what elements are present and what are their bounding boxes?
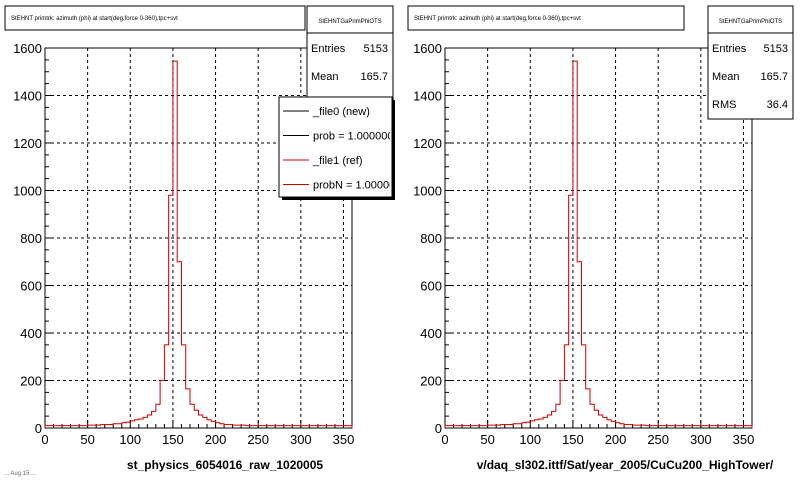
y-tick-label: 0 <box>435 421 442 436</box>
y-tick-label: 200 <box>20 374 42 389</box>
x-tick-label: 200 <box>205 432 227 447</box>
footer-text: ... Aug 15 ... <box>4 471 36 477</box>
y-tick-label: 1600 <box>413 41 442 56</box>
histogram-series-ref <box>444 60 753 428</box>
y-tick-label: 1000 <box>13 184 42 199</box>
x-axis-title: v/daq_sl302.ittf/Sat/year_2005/CuCu200_H… <box>477 458 774 472</box>
stats-label: Entries <box>311 43 346 55</box>
legend: _file0 (new) prob = 1.000000 _file1 (ref) p… <box>278 96 401 200</box>
stats-box <box>707 5 794 120</box>
legend-label: _file1 (ref) <box>312 155 363 167</box>
y-tick-label: 200 <box>420 374 442 389</box>
y-tick-label: 600 <box>420 279 442 294</box>
title-box <box>4 5 306 31</box>
stats-value: 5153 <box>764 43 788 55</box>
y-tick-label: 1400 <box>13 89 42 104</box>
legend-label: _file0 (new) <box>312 106 370 118</box>
stats-label: Mean <box>712 71 740 83</box>
stats-label: Mean <box>311 71 339 83</box>
stats-label: Entries <box>712 43 747 55</box>
y-tick-label: 400 <box>20 326 42 341</box>
legend-label: prob = 1.000000 <box>313 131 393 143</box>
x-axis-title: st_physics_6054016_raw_1020005 <box>127 458 323 472</box>
stats-value: 165.7 <box>360 71 388 83</box>
stats-title: StEHNTGaPrimPhiOTS <box>719 19 782 25</box>
x-tick-label: 250 <box>647 432 669 447</box>
x-tick-label: 100 <box>119 432 141 447</box>
y-tick-label: 1400 <box>413 89 442 104</box>
legend-entries: _file0 (new) prob = 1.000000 _file1 (ref) p… <box>283 106 401 192</box>
stats-value: 5153 <box>364 43 388 55</box>
x-tick-label: 150 <box>562 432 584 447</box>
legend-label: probN = 1.000000 <box>313 180 401 192</box>
stats-label: RMS <box>712 99 736 111</box>
plot-frame <box>444 47 753 429</box>
x-tick-label: 350 <box>733 432 755 447</box>
x-tick-label: 300 <box>690 432 712 447</box>
x-tick-label: 0 <box>441 432 448 447</box>
x-tick-label: 0 <box>41 432 48 447</box>
x-tick-label: 350 <box>333 432 355 447</box>
stats-value: 165.7 <box>760 71 788 83</box>
x-tick-label: 50 <box>480 432 494 447</box>
x-tick-label: 250 <box>247 432 269 447</box>
legend-box <box>278 96 393 198</box>
x-tick-label: 100 <box>519 432 541 447</box>
x-tick-label: 200 <box>605 432 627 447</box>
stats-value: 36.4 <box>767 99 788 111</box>
histogram-title: StEHNT primtrk: azimuth (phi) at start(d… <box>414 16 581 22</box>
y-tick-label: 1000 <box>413 184 442 199</box>
y-tick-label: 1600 <box>13 41 42 56</box>
y-tick-label: 1200 <box>413 136 442 151</box>
y-tick-label: 800 <box>420 231 442 246</box>
x-tick-label: 300 <box>290 432 312 447</box>
y-tick-label: 400 <box>420 326 442 341</box>
histogram-panel-2: 0 50 100 150 200 250 300 350 0 200 400 600 800 1000 12… <box>407 5 794 472</box>
y-tick-label: 0 <box>35 421 42 436</box>
histogram-panel-1: 0 50 100 150 200 250 300 350 0 200 400 600 800 1000 12… <box>4 5 401 472</box>
x-tick-label: 150 <box>162 432 184 447</box>
title-box <box>407 5 685 31</box>
x-tick-label: 50 <box>80 432 94 447</box>
histogram-title: StEHNT primtrk: azimuth (phi) at start(d… <box>11 16 178 22</box>
histogram-series-ref <box>44 60 353 428</box>
stats-title: StEHNTGaPrimPhiOTS <box>318 19 381 25</box>
y-tick-label: 1200 <box>13 136 42 151</box>
y-tick-label: 600 <box>20 279 42 294</box>
y-tick-label: 800 <box>20 231 42 246</box>
